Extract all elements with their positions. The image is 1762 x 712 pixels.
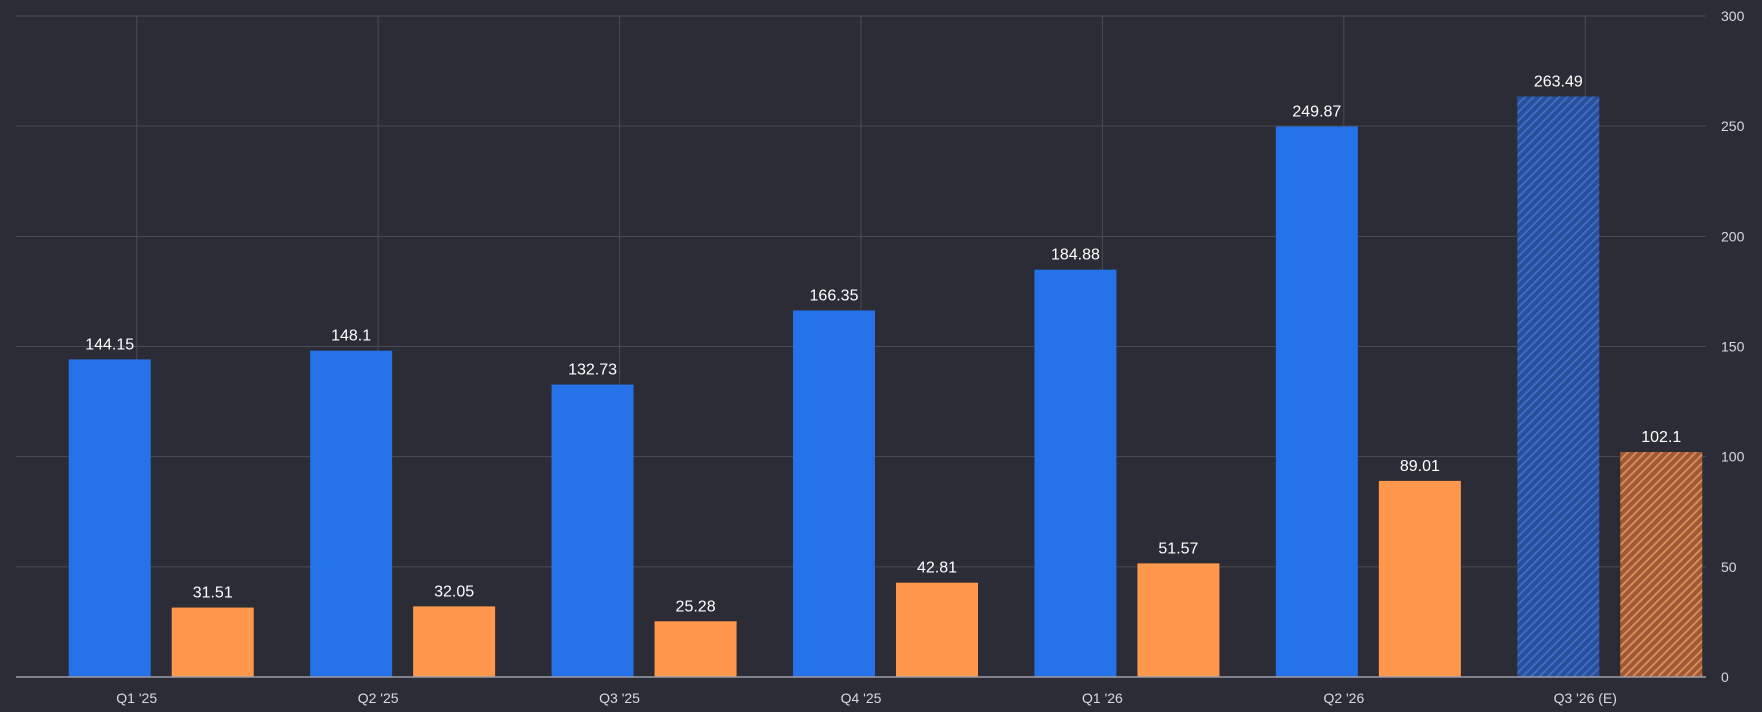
x-tick-label: Q4 '25 (841, 690, 882, 706)
data-label: 144.15 (85, 336, 134, 353)
bar (551, 384, 634, 677)
bars-layer (68, 96, 1703, 677)
data-label: 263.49 (1534, 73, 1583, 90)
data-label: 31.51 (193, 585, 233, 602)
bar (793, 310, 875, 677)
x-tick-label: Q2 '26 (1323, 690, 1364, 706)
y-tick-label: 100 (1721, 449, 1745, 465)
bar (1378, 480, 1461, 677)
bar (1034, 269, 1117, 677)
data-label: 184.88 (1051, 247, 1100, 264)
bar (68, 359, 151, 677)
bar (171, 607, 254, 677)
bar (310, 350, 393, 677)
data-label: 32.05 (434, 583, 474, 600)
x-tick-label: Q3 '26 (E) (1554, 690, 1617, 706)
x-tick-label: Q2 '25 (358, 690, 399, 706)
axes-layer: 0 50 100 150 200 250 300 Q1 '25 Q2 '25 Q3 '25 Q4 '… (16, 8, 1745, 706)
x-tick-label: Q1 '25 (116, 690, 157, 706)
data-label: 249.87 (1292, 103, 1341, 120)
x-tick-label: Q3 '25 (599, 690, 640, 706)
bar (654, 621, 737, 677)
bar (1275, 126, 1358, 677)
bar-estimate (1517, 96, 1600, 677)
data-label: 102.1 (1641, 429, 1681, 446)
data-label: 89.01 (1400, 458, 1440, 475)
data-label: 51.57 (1158, 540, 1198, 557)
data-label: 166.35 (810, 287, 859, 304)
y-tick-label: 300 (1721, 8, 1745, 24)
y-tick-label: 200 (1721, 228, 1745, 244)
data-labels-layer: 144.15 31.51 148.1 32.05 132.73 25.28 166.35 42… (85, 73, 1681, 615)
bar (413, 606, 496, 677)
y-tick-label: 0 (1721, 669, 1729, 685)
data-label: 25.28 (676, 598, 716, 615)
data-label: 132.73 (568, 362, 617, 379)
data-label: 42.81 (917, 560, 957, 577)
bar (896, 582, 978, 677)
x-tick-label: Q1 '26 (1082, 690, 1123, 706)
y-tick-label: 250 (1721, 118, 1745, 134)
y-tick-label: 50 (1721, 559, 1737, 575)
bar (1137, 563, 1220, 677)
data-label: 148.1 (331, 328, 371, 345)
y-tick-label: 150 (1721, 339, 1745, 355)
bar-estimate (1620, 452, 1703, 677)
